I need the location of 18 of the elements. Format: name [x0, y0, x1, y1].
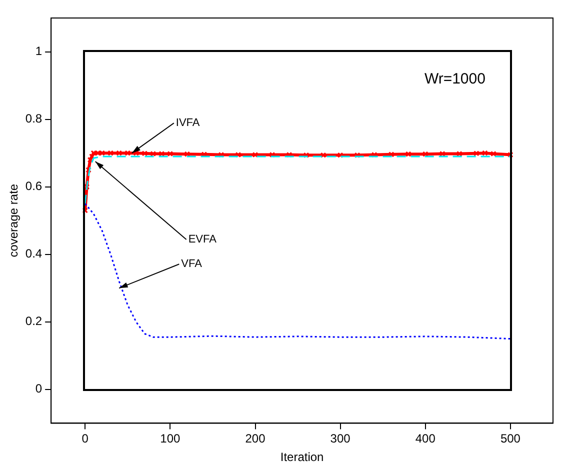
y-tick-label: 0: [35, 382, 42, 396]
x-tick-label: 100: [160, 432, 181, 446]
y-tick-label: 0.8: [25, 112, 42, 126]
x-axis-title: Iteration: [280, 450, 324, 464]
annotation: Wr=1000: [424, 70, 486, 88]
x-tick-label: 0: [82, 432, 89, 446]
y-tick-label: 0.6: [25, 179, 42, 194]
y-tick-label: 1: [35, 44, 42, 58]
x-tick-label: 500: [500, 432, 521, 446]
x-tick-label: 200: [245, 432, 266, 446]
annotation: VFA: [181, 258, 203, 270]
annotation: EVFA: [188, 234, 218, 246]
y-axis-title: coverage rate: [6, 184, 21, 258]
y-tick-label: 0.4: [25, 246, 42, 261]
annotation: IVFA: [176, 117, 200, 130]
x-tick-label: 300: [330, 432, 351, 446]
y-tick-label: 0.2: [25, 314, 42, 328]
x-tick-label: 400: [415, 432, 436, 446]
